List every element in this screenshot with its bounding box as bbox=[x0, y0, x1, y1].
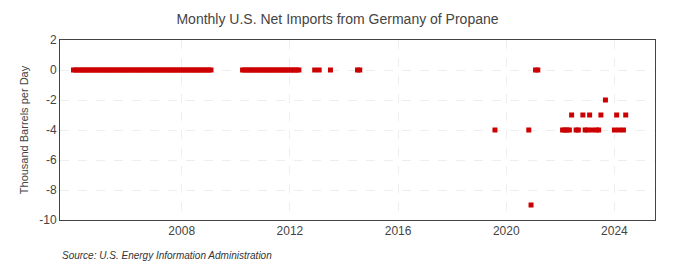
svg-text:2012: 2012 bbox=[277, 224, 304, 238]
svg-text:2024: 2024 bbox=[601, 224, 628, 238]
svg-text:-8: -8 bbox=[46, 183, 57, 197]
svg-text:-4: -4 bbox=[46, 123, 57, 137]
svg-text:2016: 2016 bbox=[385, 224, 412, 238]
svg-text:2008: 2008 bbox=[168, 224, 195, 238]
svg-text:Monthly U.S. Net Imports from: Monthly U.S. Net Imports from Germany of… bbox=[176, 11, 498, 27]
svg-text:Source: U.S. Energy Informatio: Source: U.S. Energy Information Administ… bbox=[62, 250, 272, 261]
svg-text:2020: 2020 bbox=[493, 224, 520, 238]
svg-text:-2: -2 bbox=[46, 93, 57, 107]
svg-text:Thousand Barrels per Day: Thousand Barrels per Day bbox=[18, 65, 30, 194]
svg-text:2: 2 bbox=[50, 33, 57, 47]
svg-text:-10: -10 bbox=[39, 213, 57, 227]
svg-text:0: 0 bbox=[50, 63, 57, 77]
svg-text:-6: -6 bbox=[46, 153, 57, 167]
